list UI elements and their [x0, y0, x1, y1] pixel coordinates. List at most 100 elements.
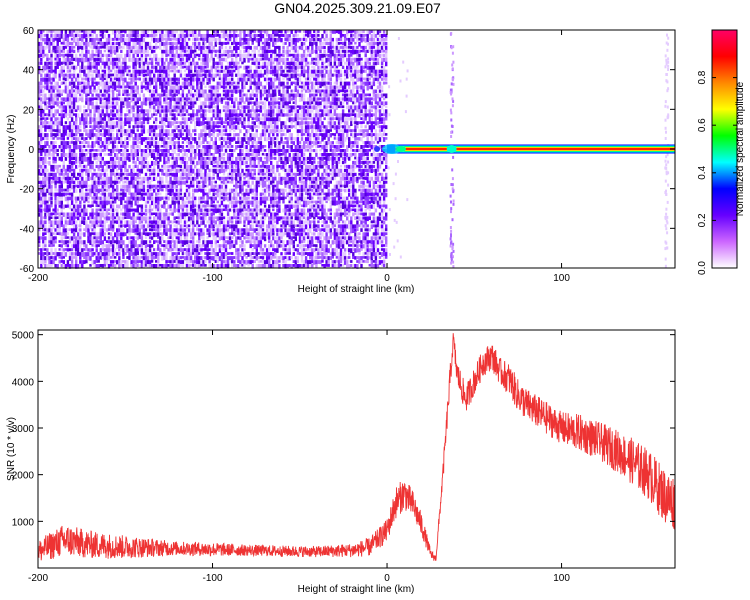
spectrogram-cell	[167, 117, 170, 121]
spectrogram-cell	[204, 164, 207, 168]
spectrogram-cell	[233, 45, 236, 51]
spectrogram-cell	[181, 156, 185, 161]
spectrogram-cell	[206, 77, 209, 81]
spectrogram-cell	[130, 93, 133, 98]
spectrogram-cell	[231, 121, 234, 126]
spectrogram-cell	[56, 180, 59, 184]
spectrogram-cell	[198, 156, 201, 161]
spectrogram-cell	[181, 149, 185, 152]
spectrogram-cell	[77, 180, 80, 184]
spectrogram-cell	[118, 61, 121, 65]
spectrogram-cell	[181, 240, 185, 244]
spectrogram-cell	[126, 121, 129, 125]
spectrogram-cell	[75, 212, 78, 216]
spectrogram-cell	[126, 65, 129, 70]
spectrogram-cell	[89, 65, 92, 71]
spectrogram-cell	[148, 105, 152, 109]
spectrogram-cell	[56, 125, 59, 131]
spectrogram-cell	[192, 228, 195, 233]
spectrogram-cell	[189, 168, 193, 174]
spectrogram-cell	[245, 224, 248, 229]
spectrogram-cell	[116, 133, 119, 138]
spectrogram-cell	[130, 57, 133, 62]
spectrogram-cell	[177, 164, 180, 168]
spectrogram-cell	[42, 188, 45, 194]
spectrogram-cell	[142, 252, 146, 256]
spectrogram-cell	[70, 153, 74, 157]
spectrogram-cell	[85, 93, 88, 98]
spectrogram-cell	[228, 61, 232, 66]
spectrogram-cell	[128, 41, 131, 47]
spectrogram-cell	[114, 113, 117, 117]
spectrogram-cell	[109, 192, 113, 197]
spectrogram-cell	[148, 93, 152, 97]
spectrogram-cell	[233, 172, 236, 177]
spectrogram-cell	[89, 153, 92, 158]
spectrogram-cell	[198, 149, 201, 154]
spectrogram-cell	[70, 117, 74, 122]
spectrogram-cell	[124, 208, 127, 213]
spectrogram-cell	[235, 184, 238, 189]
spectrogram-cell	[62, 65, 65, 70]
spectrogram-cell	[153, 73, 156, 78]
spectrogram-cell	[109, 228, 113, 231]
spectrogram-cell	[173, 248, 176, 251]
spectrogram-cell	[226, 180, 230, 184]
spectrogram-cell	[155, 125, 158, 130]
spectrogram-cell	[56, 109, 59, 114]
spectrogram-cell	[140, 101, 144, 106]
spectrogram-cell	[85, 228, 88, 233]
spectrogram-cell	[175, 121, 178, 124]
spectrogram-cell	[155, 256, 158, 259]
spectrogram-cell	[237, 260, 240, 263]
spectrogram-cell	[159, 180, 162, 185]
spectrogram-cell	[124, 264, 127, 269]
spectrogram-cell	[204, 85, 207, 88]
spectrogram-cell	[50, 252, 53, 256]
spectrogram-cell	[111, 260, 115, 264]
spectrogram-cell	[150, 212, 154, 216]
spectrogram-cell	[56, 232, 59, 235]
spectrogram-cell	[187, 252, 191, 256]
spectrogram-cell	[130, 248, 133, 253]
spectrogram-cell	[243, 101, 246, 105]
spectrogram-cell	[62, 204, 65, 210]
spectrogram-cell	[62, 153, 65, 157]
spectrogram-cell	[130, 156, 133, 160]
spectrogram-cell	[214, 113, 217, 117]
spectrogram-cell	[192, 216, 195, 221]
spectrogram-cell	[126, 236, 129, 240]
spectrogram-cell	[155, 45, 158, 50]
spectrogram-cell	[245, 168, 248, 172]
spectrogram-cell	[196, 188, 199, 193]
spectrogram-cell	[58, 192, 61, 198]
spectrogram-cell	[142, 49, 146, 54]
spectrogram-cell	[224, 125, 228, 130]
spectrogram-cell	[95, 156, 98, 160]
spectrogram-cell	[189, 93, 193, 97]
spectrogram-cell	[122, 73, 125, 77]
spectrogram-cell	[142, 153, 146, 157]
spectrogram-cell	[128, 256, 131, 260]
spectrogram-cell	[159, 41, 162, 47]
spectrogram-cell	[198, 256, 201, 260]
spectrogram-cell	[109, 224, 113, 230]
spectrogram-cell	[196, 37, 199, 41]
spectrogram-cell	[77, 125, 80, 130]
spectrogram-cell	[54, 65, 57, 70]
spectrogram-cell	[50, 85, 53, 90]
spectrogram-cell	[169, 244, 172, 249]
spectrogram-cell	[111, 204, 115, 210]
spectrogram-cell	[79, 224, 82, 228]
spectrogram-cell	[120, 133, 123, 138]
spectrogram-cell	[116, 141, 119, 145]
spectrogram-cell	[226, 252, 230, 255]
spectrogram-cell	[109, 160, 113, 165]
spectrogram-cell	[198, 168, 201, 173]
spectrogram-cell	[239, 244, 242, 248]
spectrogram-cell	[48, 69, 51, 73]
spectrogram-cell	[198, 252, 201, 255]
spectrogram-cell	[146, 129, 150, 134]
spectrogram-cell	[120, 34, 123, 39]
spectrogram-cell	[159, 45, 162, 50]
